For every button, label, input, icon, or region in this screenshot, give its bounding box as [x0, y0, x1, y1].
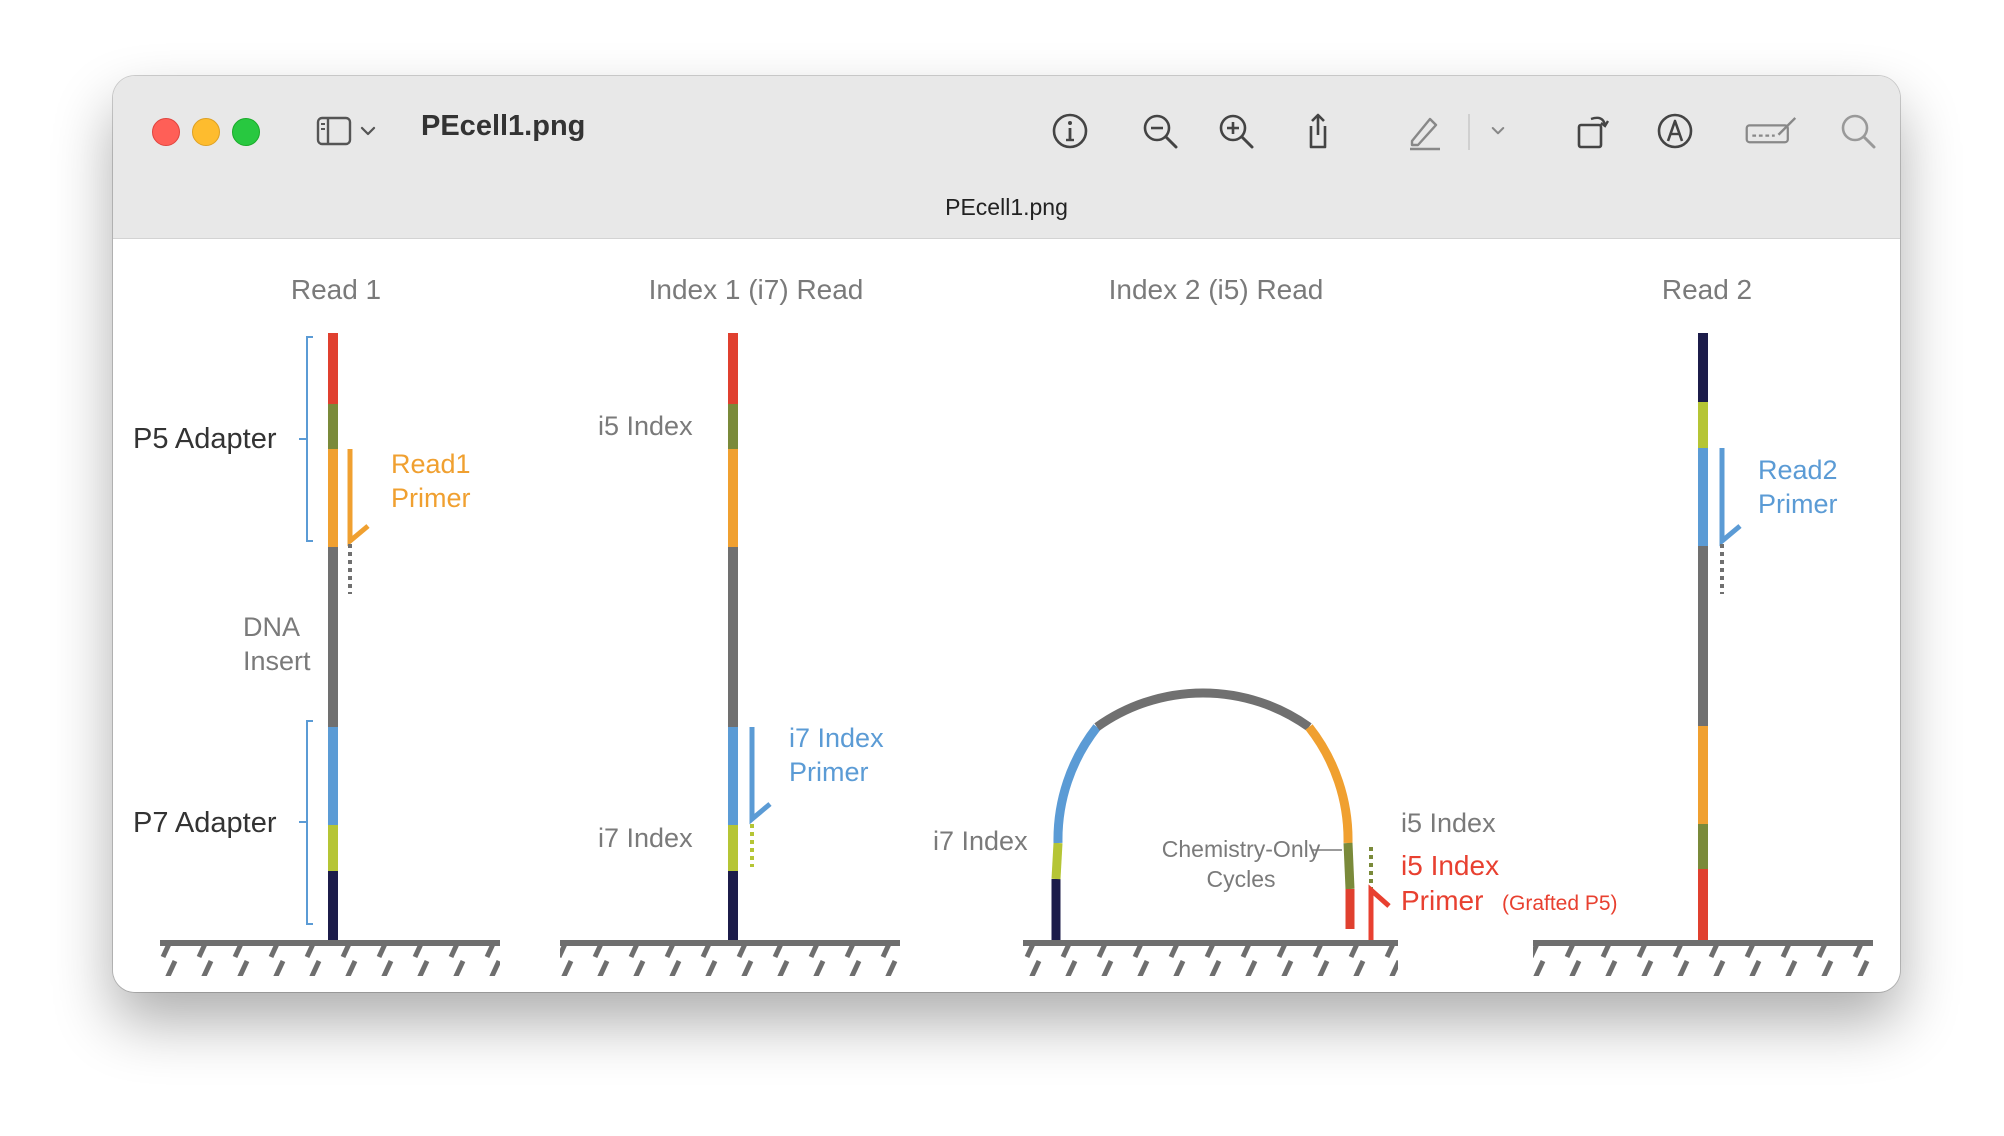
segment-lime — [728, 825, 738, 871]
segment-lime — [328, 825, 338, 871]
flowcell-surface — [1533, 940, 1873, 946]
document-title: PEcell1.png — [421, 110, 586, 142]
arc-orange — [1305, 724, 1353, 844]
i5-index-label: i5 Index — [598, 411, 693, 441]
sequencing-diagram: Read 1 Index 1 (i7) Read Index 2 (i5) Re… — [133, 274, 1873, 976]
flowcell-surface — [560, 940, 900, 946]
search-icon[interactable] — [1833, 106, 1883, 156]
heading-read1: Read 1 — [291, 274, 381, 305]
maximize-window-button[interactable] — [232, 118, 260, 146]
p5-adapter-label: P5 Adapter — [133, 423, 277, 455]
annotate-icon[interactable] — [1650, 106, 1700, 156]
segment-blue — [1698, 448, 1708, 546]
read2-primer-label: Read2 — [1758, 455, 1838, 485]
flowcell-surface — [160, 940, 500, 946]
chemistry-only-label: Chemistry-Only — [1162, 836, 1321, 862]
i7-index-primer — [749, 727, 772, 825]
chevron-down-icon[interactable] — [353, 106, 383, 156]
i5-primer-label-2: Primer — [1401, 885, 1483, 916]
segment-olive — [1698, 824, 1708, 869]
chemistry-only-label-2: Cycles — [1206, 866, 1275, 892]
preview-window: PEcell1.png PEcell1 — [113, 76, 1900, 992]
arc-insert — [1094, 688, 1312, 731]
segment-orange — [728, 449, 738, 547]
read2-primer — [1719, 448, 1742, 547]
p7-bracket — [306, 720, 313, 925]
heading-read2: Read 2 — [1662, 274, 1752, 305]
heading-index1: Index 1 (i7) Read — [649, 274, 864, 305]
arc-lime — [1051, 842, 1063, 880]
i5-index-label: i5 Index — [1401, 808, 1496, 838]
image-canvas: Read 1 Index 1 (i7) Read Index 2 (i5) Re… — [113, 239, 1900, 992]
dna-insert-label: DNA — [243, 612, 300, 642]
segment-red — [328, 333, 338, 404]
rotate-icon[interactable] — [1568, 106, 1618, 156]
zoom-in-icon[interactable] — [1211, 106, 1261, 156]
segment-insert — [1698, 546, 1708, 726]
share-icon[interactable] — [1293, 106, 1343, 156]
segment-blue — [728, 727, 738, 825]
close-window-button[interactable] — [152, 118, 180, 146]
grafted-p5-label: (Grafted P5) — [1502, 892, 1618, 915]
segment-blue — [328, 727, 338, 825]
title-bar: PEcell1.png PEcell1 — [113, 76, 1900, 239]
zoom-out-icon[interactable] — [1135, 106, 1185, 156]
read1-primer-label-2: Primer — [391, 483, 471, 513]
panel-index1: i5 Index i7 Index i7 Index Primer — [560, 333, 900, 976]
toolbar-separator — [1468, 114, 1470, 150]
p7-adapter-label: P7 Adapter — [133, 807, 277, 839]
segment-olive — [328, 404, 338, 449]
i7-primer-label: i7 Index — [789, 723, 884, 753]
info-icon[interactable] — [1045, 106, 1095, 156]
read1-primer — [347, 449, 370, 547]
segment-olive — [728, 404, 738, 449]
minimize-window-button[interactable] — [192, 118, 220, 146]
i7-index-label: i7 Index — [598, 823, 693, 853]
segment-insert — [728, 547, 738, 727]
i5-primer-label: i5 Index — [1401, 850, 1499, 881]
read1-primer-label: Read1 — [391, 449, 471, 479]
i7-index-label: i7 Index — [933, 826, 1028, 856]
panel-read1: P5 Adapter P7 Adapter Read1 Primer DNA I… — [133, 333, 500, 976]
segment-orange — [1698, 726, 1708, 824]
document-subtitle: PEcell1.png — [945, 194, 1068, 220]
flowcell-surface — [1023, 940, 1398, 946]
segment-lime — [1698, 402, 1708, 448]
panel-read2: Read2 Primer — [1533, 333, 1873, 976]
segment-navy — [328, 871, 338, 940]
sidebar-icon[interactable] — [309, 106, 359, 156]
i7-primer-label-2: Primer — [789, 757, 869, 787]
segment-red — [728, 333, 738, 404]
segment-insert — [328, 547, 338, 727]
panel-index2: i7 Index Chemistry-Only Cycles i5 Index … — [933, 688, 1618, 976]
arc-blue — [1053, 724, 1101, 844]
signature-icon[interactable] — [1741, 106, 1801, 156]
segment-red — [1698, 869, 1708, 940]
p5-bracket — [306, 336, 313, 542]
dna-insert-label-2: Insert — [243, 646, 311, 676]
i5-index-primer — [1368, 884, 1391, 940]
segment-navy — [1698, 333, 1708, 402]
segment-navy — [728, 871, 738, 940]
arc-olive — [1343, 842, 1355, 890]
segment-orange — [328, 449, 338, 547]
chevron-down-icon[interactable] — [1483, 106, 1513, 156]
read2-primer-label-2: Primer — [1758, 489, 1838, 519]
heading-index2: Index 2 (i5) Read — [1109, 274, 1324, 305]
markup-pen-icon[interactable] — [1399, 106, 1449, 156]
